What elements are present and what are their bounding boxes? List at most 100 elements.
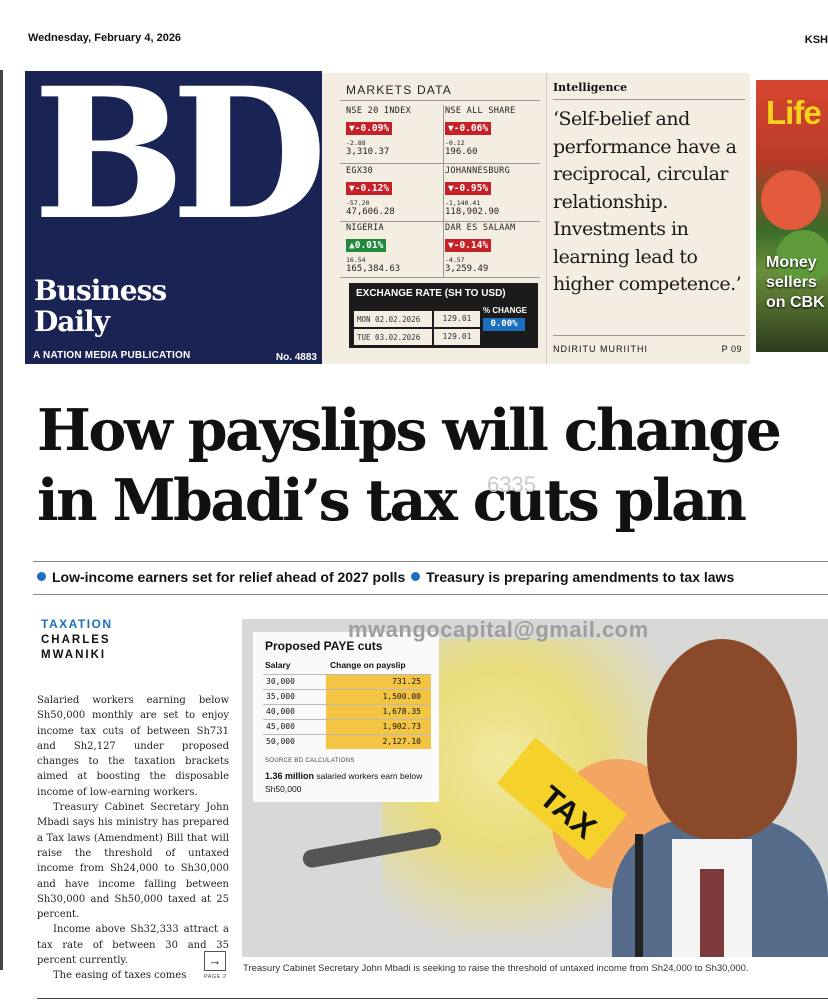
index-change-badge: ▼-0.14% (445, 239, 492, 252)
index-value: 165,384.63 (346, 264, 401, 274)
markets-title: MARKETS DATA (346, 83, 452, 97)
index-name: NIGERIA (346, 223, 384, 233)
index-name: NSE ALL SHARE (445, 106, 516, 116)
quote-page-ref: P 09 (721, 344, 742, 354)
photo-watermark: mwangocapital@gmail.com (348, 617, 649, 642)
paye-change: 1,678.35 (326, 705, 431, 719)
paye-change: 1,902.73 (326, 720, 431, 734)
markets-data-panel: MARKETS DATA NSE 20 INDEX ▼-0.09% -2.88 … (322, 73, 546, 364)
exchange-date: TUE 03.02.2026 (354, 329, 432, 345)
continue-page-ref: PAGE 2 (204, 974, 227, 980)
summary-bullets: Low-income earners set for relief ahead … (37, 569, 734, 585)
teaser-text-line: on CBK (766, 294, 825, 311)
paye-table: Proposed PAYE cuts Salary Change on pays… (253, 632, 439, 802)
exchange-rate-box: EXCHANGE RATE (SH TO USD) MON 02.02.2026… (349, 283, 538, 348)
paye-change: 1,500.00 (326, 690, 431, 704)
index-delta: 16.54 (346, 256, 366, 264)
paye-salary: 30,000 (266, 677, 295, 686)
continue-arrow-icon[interactable]: → (204, 951, 226, 971)
microphone-icon (635, 834, 643, 957)
market-index-cell: NSE ALL SHARE ▼-0.06% -0.12 196.60 (445, 106, 540, 164)
index-value: 118,902.90 (445, 207, 500, 217)
index-value: 47,606.28 (346, 207, 395, 217)
teaser-text: Money sellers on CBK (766, 253, 825, 313)
headline-line2: in Mbadi’s tax cuts plan (37, 467, 747, 534)
market-index-cell: NIGERIA ▲0.01% 16.54 165,384.63 (346, 223, 441, 281)
summary-bullet: Treasury is preparing amendments to tax … (426, 569, 735, 585)
index-change-badge: ▼-0.95% (445, 182, 492, 195)
summary-bullet: Low-income earners set for relief ahead … (52, 569, 406, 585)
paye-col-change: Change on payslip (330, 660, 406, 670)
paye-stat: 1.36 million salaried workers earn below… (265, 770, 441, 796)
publisher-label: A NATION MEDIA PUBLICATION (33, 350, 191, 361)
life-teaser[interactable]: Life Money sellers on CBK (756, 80, 828, 352)
bullet-dot-icon (411, 572, 421, 581)
page-edge-rule (0, 70, 3, 970)
exchange-rate-value: 129.01 (434, 311, 480, 327)
paye-salary: 40,000 (266, 707, 295, 716)
person-head (647, 639, 797, 839)
index-change-badge: ▼-0.09% (346, 122, 393, 135)
index-delta: -4.57 (445, 256, 465, 264)
photo-caption: Treasury Cabinet Secretary John Mbadi is… (243, 963, 749, 974)
paye-salary: 45,000 (266, 722, 295, 731)
index-delta: -0.12 (445, 139, 465, 147)
market-index-cell: JOHANNESBURG ▼-0.95% -1,140.41 118,902.9… (445, 166, 540, 224)
paye-stat-text: salaried workers earn below (314, 771, 423, 781)
teaser-text-line: sellers (766, 274, 817, 291)
headline-watermark: 6335 (487, 472, 536, 497)
issue-date: Wednesday, February 4, 2026 (28, 32, 182, 44)
paye-title: Proposed PAYE cuts (265, 639, 383, 653)
paye-salary: 50,000 (266, 737, 295, 746)
markets-divider (340, 100, 540, 101)
intelligence-divider (553, 335, 745, 336)
headline-divider (33, 561, 828, 562)
teaser-image-shape (776, 230, 828, 285)
market-index-cell: NSE 20 INDEX ▼-0.09% -2.88 3,310.37 (346, 106, 441, 164)
intelligence-label: Intelligence (553, 81, 628, 94)
bullet-dot-icon (37, 572, 46, 581)
intelligence-divider (553, 99, 745, 100)
byline-author: CHARLES MWANIKI (41, 633, 161, 663)
markets-row-divider (340, 277, 540, 278)
exchange-rate-value: 129.01 (434, 329, 480, 345)
index-change-badge: ▼-0.06% (445, 122, 492, 135)
paye-col-salary: Salary (265, 660, 291, 670)
main-headline: How payslips will change in Mbadi’s tax … (37, 396, 817, 536)
article-paragraph: Income above Sh32,333 attract a tax rate… (37, 924, 229, 967)
article-paragraph: The easing of taxes comes (53, 970, 187, 982)
paye-stat-line2: Sh50,000 (265, 784, 302, 794)
intelligence-quote: ‘Self-belief and performance have a reci… (553, 108, 742, 295)
paye-stat-bold: 1.36 million (265, 771, 315, 781)
person-tie (700, 869, 724, 957)
issue-number: No. 4883 (275, 352, 317, 363)
market-index-cell: DAR ES SALAAM ▼-0.14% -4.57 3,259.49 (445, 223, 540, 281)
index-name: EGX30 (346, 166, 374, 176)
paye-row: 40,000 1,678.35 (263, 704, 431, 719)
index-change-badge: ▼-0.12% (346, 182, 393, 195)
index-delta: -57.20 (346, 199, 370, 207)
market-index-cell: EGX30 ▼-0.12% -57.20 47,606.28 (346, 166, 441, 224)
index-delta: -1,140.41 (445, 199, 481, 207)
index-name: JOHANNESBURG (445, 166, 511, 176)
masthead-name: Business Daily (34, 275, 167, 337)
teaser-image-shape (761, 170, 821, 230)
article-paragraph: Salaried workers earning below Sh50,000 … (37, 695, 229, 798)
exchange-rate-title: EXCHANGE RATE (SH TO USD) (356, 288, 506, 299)
paye-change: 731.25 (326, 675, 431, 689)
index-name: DAR ES SALAAM (445, 223, 516, 233)
markets-row-divider (340, 163, 540, 164)
exchange-change-label: % CHANGE (483, 306, 528, 315)
bullets-divider (33, 594, 828, 595)
teaser-text-line: Money (766, 254, 817, 271)
article-body: Salaried workers earning below Sh50,000 … (37, 693, 229, 984)
exchange-change-badge: 0.00% (483, 318, 525, 331)
markets-row-divider (340, 221, 540, 222)
paye-row: 35,000 1,500.00 (263, 689, 431, 704)
paye-row: 45,000 1,902.73 (263, 719, 431, 734)
paye-change: 2,127.10 (326, 735, 431, 749)
markets-column-divider (443, 105, 444, 277)
index-name: NSE 20 INDEX (346, 106, 412, 116)
author-last-name: MWANIKI (41, 649, 107, 661)
index-value: 196.60 (445, 147, 478, 157)
